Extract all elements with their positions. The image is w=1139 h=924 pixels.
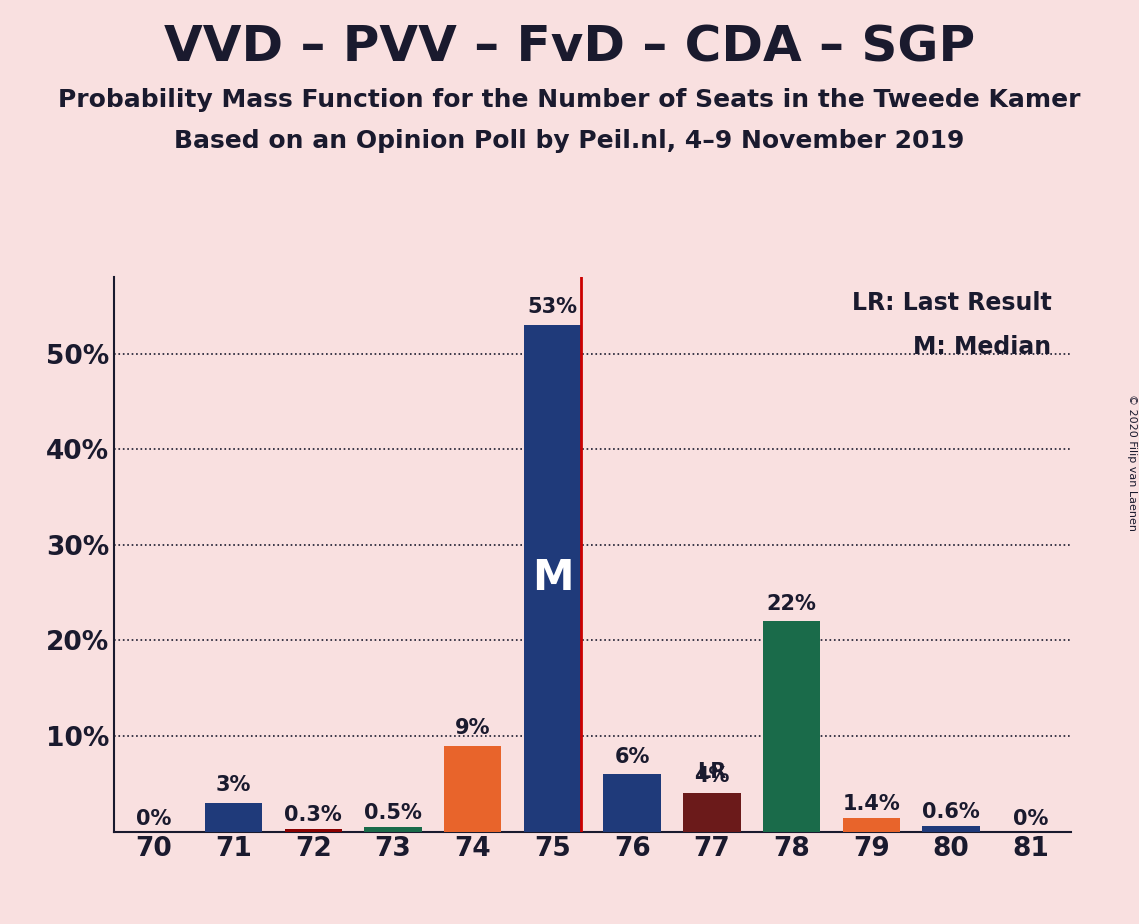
Text: VVD – PVV – FvD – CDA – SGP: VVD – PVV – FvD – CDA – SGP: [164, 23, 975, 71]
Bar: [285, 829, 342, 832]
Text: LR: Last Result: LR: Last Result: [852, 291, 1051, 315]
Bar: [604, 774, 661, 832]
Text: LR: LR: [697, 762, 727, 782]
Text: 3%: 3%: [215, 775, 252, 796]
Text: M: M: [532, 557, 573, 600]
Text: 0%: 0%: [136, 808, 172, 829]
Text: Based on an Opinion Poll by Peil.nl, 4–9 November 2019: Based on an Opinion Poll by Peil.nl, 4–9…: [174, 129, 965, 153]
Bar: [364, 827, 421, 832]
Text: 0.3%: 0.3%: [285, 805, 342, 825]
Text: 4%: 4%: [694, 766, 730, 785]
Text: 0%: 0%: [1013, 808, 1049, 829]
Bar: [524, 325, 581, 832]
Text: 53%: 53%: [527, 298, 577, 317]
Bar: [923, 826, 980, 832]
Text: © 2020 Filip van Laenen: © 2020 Filip van Laenen: [1126, 394, 1137, 530]
Text: 9%: 9%: [454, 718, 491, 738]
Bar: [205, 803, 262, 832]
Bar: [444, 746, 501, 832]
Text: 0.6%: 0.6%: [923, 802, 980, 822]
Text: 0.5%: 0.5%: [364, 803, 421, 823]
Text: 22%: 22%: [767, 593, 817, 614]
Text: M: Median: M: Median: [913, 335, 1051, 359]
Text: 6%: 6%: [614, 747, 650, 767]
Bar: [763, 621, 820, 832]
Bar: [683, 794, 740, 832]
Bar: [843, 819, 900, 832]
Text: 1.4%: 1.4%: [843, 795, 900, 814]
Text: Probability Mass Function for the Number of Seats in the Tweede Kamer: Probability Mass Function for the Number…: [58, 88, 1081, 112]
